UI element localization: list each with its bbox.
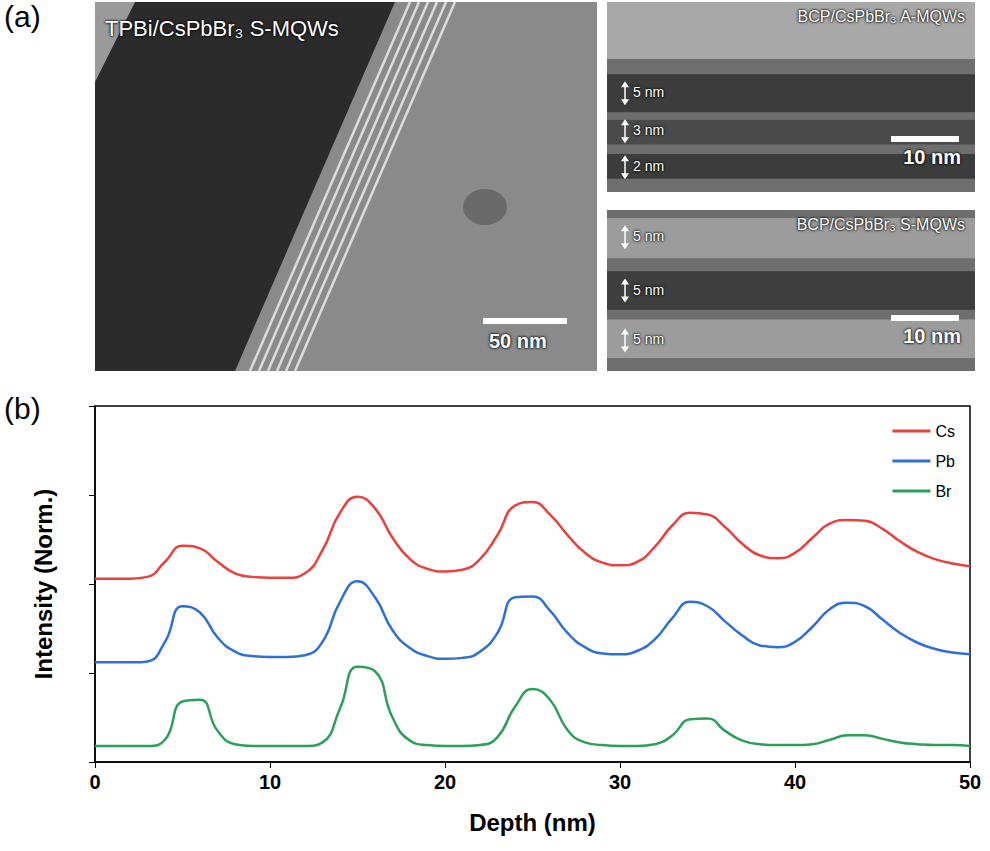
html-text:3 nm: 3 nm xyxy=(633,122,665,139)
html-text:5 nm: 5 nm xyxy=(633,331,665,348)
html-text:5 nm: 5 nm xyxy=(633,84,665,101)
html-text:5 nm: 5 nm xyxy=(633,281,665,298)
html-text:(b): (b) xyxy=(4,392,41,425)
svg-text:40: 40 xyxy=(784,771,806,793)
svg-text:30: 30 xyxy=(609,771,631,793)
html-text:TPBi/CsPbBr₃ S-MQWs: TPBi/CsPbBr₃ S-MQWs xyxy=(105,16,339,41)
svg-text:Br: Br xyxy=(935,483,952,500)
svg-text:Depth (nm): Depth (nm) xyxy=(469,809,596,836)
svg-text:Pb: Pb xyxy=(935,453,955,470)
svg-text:20: 20 xyxy=(434,771,456,793)
svg-text:Intensity (Norm.): Intensity (Norm.) xyxy=(30,489,57,680)
html-text:10 nm: 10 nm xyxy=(903,146,961,168)
html-text:(a): (a) xyxy=(4,0,41,33)
html-text:10 nm: 10 nm xyxy=(903,325,961,347)
svg-text:50: 50 xyxy=(959,771,981,793)
svg-text:10: 10 xyxy=(259,771,281,793)
svg-text:0: 0 xyxy=(89,771,100,793)
html-text:5 nm: 5 nm xyxy=(633,228,665,245)
html-text:50 nm: 50 nm xyxy=(489,330,547,352)
html-text:2 nm: 2 nm xyxy=(633,158,665,175)
html-text:BCP/CsPbBr₃ A-MQWs: BCP/CsPbBr₃ A-MQWs xyxy=(797,8,965,25)
svg-text:Cs: Cs xyxy=(935,423,955,440)
html-text:BCP/CsPbBr₃ S-MQWs: BCP/CsPbBr₃ S-MQWs xyxy=(796,216,965,233)
